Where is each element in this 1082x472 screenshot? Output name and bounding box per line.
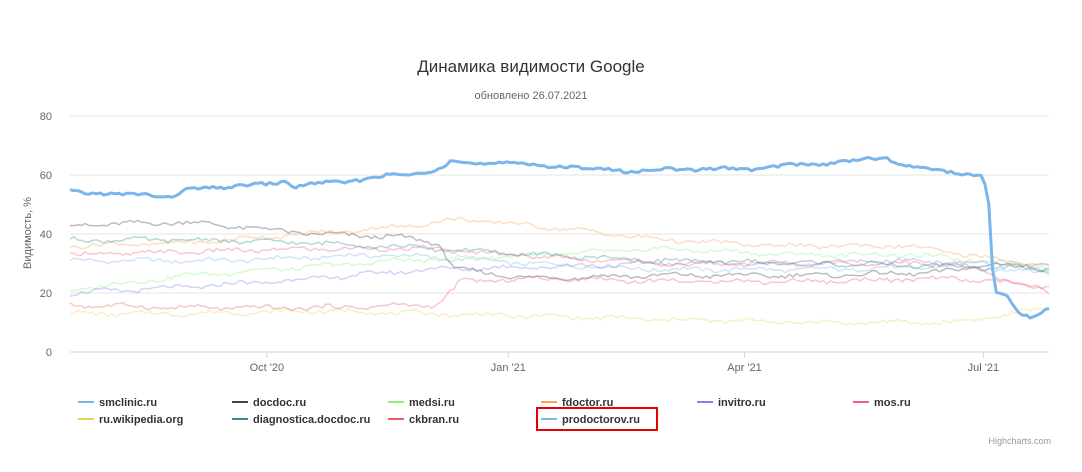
legend-item-ckbran-ru[interactable]: ckbran.ru xyxy=(388,414,459,426)
x-tick-label: Jan '21 xyxy=(491,362,526,374)
y-tick-label: 40 xyxy=(40,229,52,241)
legend-item-smclinic-ru[interactable]: smclinic.ru xyxy=(78,397,157,409)
legend-item-diagnostica-docdoc-ru[interactable]: diagnostica.docdoc.ru xyxy=(232,414,370,426)
legend-label: diagnostica.docdoc.ru xyxy=(253,414,370,426)
series-line-invitro-ru xyxy=(69,257,1050,297)
x-tick-label: Oct '20 xyxy=(250,362,285,374)
series-line-ckbran-ru xyxy=(69,275,1050,312)
legend-label: docdoc.ru xyxy=(253,397,306,409)
legend-item-invitro-ru[interactable]: invitro.ru xyxy=(697,397,766,409)
legend-item-ru-wikipedia-org[interactable]: ru.wikipedia.org xyxy=(78,414,183,426)
series-line-medsi-ru xyxy=(69,245,1050,292)
legend-item-medsi-ru[interactable]: medsi.ru xyxy=(388,397,455,409)
legend-item-fdoctor-ru[interactable]: fdoctor.ru xyxy=(541,397,613,409)
series-line-prodoctorov-ru xyxy=(69,155,1050,320)
series-line-smclinic-ru xyxy=(69,252,1050,276)
series-line-mos-ru xyxy=(69,244,1050,295)
series-line-ru-wikipedia-org xyxy=(69,306,1050,326)
y-tick-label: 20 xyxy=(40,288,52,300)
x-tick-label: Apr '21 xyxy=(727,362,762,374)
highlight-box xyxy=(536,407,658,431)
chart-title: Динамика видимости Google xyxy=(417,57,644,76)
legend-label: smclinic.ru xyxy=(99,397,157,409)
credits-link[interactable]: Highcharts.com xyxy=(988,436,1051,446)
legend-item-prodoctorov-ru[interactable]: prodoctorov.ru xyxy=(536,407,658,431)
legend-label: ru.wikipedia.org xyxy=(99,414,183,426)
y-axis-title: Видимость, % xyxy=(22,197,34,269)
series-line-docdoc-ru xyxy=(70,219,1050,282)
legend-label: prodoctorov.ru xyxy=(562,414,640,426)
series-layer xyxy=(69,155,1050,326)
legend-item-mos-ru[interactable]: mos.ru xyxy=(853,397,911,409)
x-axis-labels: Oct '20 Jan '21 Apr '21 Jul '21 xyxy=(250,352,999,374)
legend-label: ckbran.ru xyxy=(409,414,459,426)
series-line-fdoctor-ru xyxy=(69,216,1050,268)
chart-subtitle: обновлено 26.07.2021 xyxy=(474,90,587,102)
legend-label: invitro.ru xyxy=(718,397,766,409)
legend-label: mos.ru xyxy=(874,397,911,409)
x-tick-label: Jul '21 xyxy=(968,362,999,374)
series-line-diagnostica-docdoc-ru xyxy=(69,235,1050,274)
y-tick-label: 80 xyxy=(40,111,52,123)
legend-label: medsi.ru xyxy=(409,397,455,409)
y-tick-label: 0 xyxy=(46,347,52,359)
legend: smclinic.ru docdoc.ru medsi.ru fdoctor.ru in… xyxy=(78,397,911,431)
grid-lines xyxy=(70,115,1049,353)
legend-label: fdoctor.ru xyxy=(562,397,613,409)
y-axis-labels: 0 20 40 60 80 xyxy=(40,111,52,359)
legend-item-docdoc-ru[interactable]: docdoc.ru xyxy=(232,397,306,409)
y-tick-label: 60 xyxy=(40,170,52,182)
